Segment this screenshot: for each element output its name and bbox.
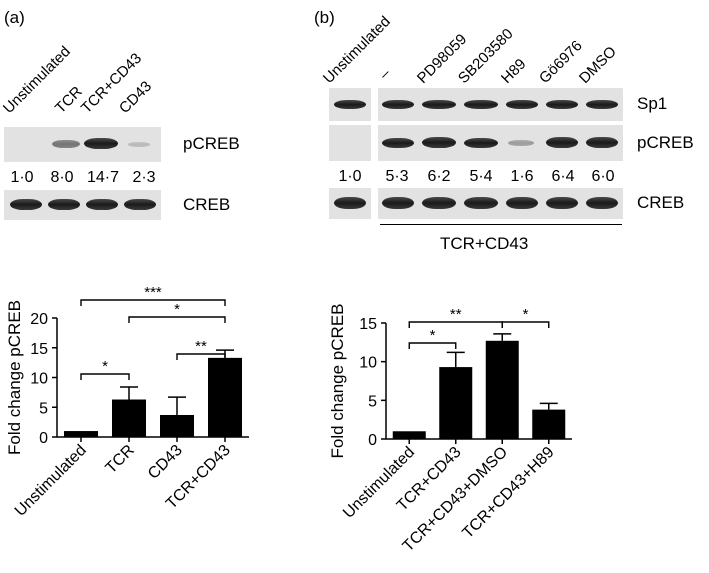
lane-label-b-4: H89 bbox=[497, 55, 530, 87]
band bbox=[48, 199, 80, 210]
treatment-label: TCR+CD43 bbox=[440, 234, 529, 253]
row-label-b-sp1: Sp1 bbox=[637, 94, 668, 113]
band bbox=[508, 140, 534, 146]
significance-bracket bbox=[408, 342, 457, 349]
band bbox=[10, 199, 42, 210]
panel-a-label: (a) bbox=[4, 8, 25, 27]
bar bbox=[160, 414, 194, 437]
bar bbox=[112, 399, 146, 437]
row-label-a-pcreb: pCREB bbox=[183, 134, 240, 153]
quant-b-3: 5·4 bbox=[469, 168, 493, 185]
bar-chart-b: Fold change pCREB 051015UnstimulatedTCR+C… bbox=[328, 304, 572, 555]
y-axis-label: Fold change pCREB bbox=[328, 304, 347, 459]
band bbox=[422, 137, 456, 148]
band bbox=[506, 197, 538, 209]
blot-b-creb-unstim bbox=[329, 188, 371, 219]
band bbox=[334, 197, 366, 209]
significance-bracket bbox=[128, 316, 226, 323]
quant-b-4: 1·6 bbox=[510, 168, 534, 185]
y-axis-label: Fold change pCREB bbox=[5, 300, 24, 455]
quant-a-0: 1·0 bbox=[10, 169, 34, 186]
band bbox=[464, 100, 498, 109]
quant-a-1: 8·0 bbox=[50, 169, 74, 186]
significance-label: ** bbox=[450, 306, 462, 323]
significance-label: *** bbox=[144, 284, 162, 301]
significance-label: * bbox=[523, 306, 529, 323]
y-tick-label: 10 bbox=[30, 371, 48, 388]
band bbox=[464, 197, 498, 209]
significance-bracket bbox=[80, 299, 226, 306]
band bbox=[586, 137, 618, 148]
significance-label: * bbox=[430, 327, 436, 344]
y-tick-label: 10 bbox=[359, 355, 377, 372]
bar bbox=[439, 367, 473, 439]
panel-b-label: (b) bbox=[314, 8, 335, 27]
bar bbox=[392, 431, 426, 439]
lane-label-a-1: TCR bbox=[51, 83, 86, 117]
band bbox=[382, 138, 414, 148]
band bbox=[464, 138, 498, 148]
band bbox=[546, 197, 578, 209]
significance-bracket bbox=[80, 373, 130, 380]
band bbox=[422, 197, 456, 209]
row-label-a-creb: CREB bbox=[183, 195, 231, 214]
bar bbox=[64, 431, 98, 437]
band bbox=[84, 138, 118, 149]
quant-b-2: 6·2 bbox=[427, 168, 451, 185]
row-label-b-pcreb: pCREB bbox=[637, 133, 694, 152]
row-label-b-creb: CREB bbox=[637, 193, 685, 212]
band bbox=[128, 142, 150, 147]
band bbox=[546, 100, 578, 109]
band bbox=[586, 197, 618, 209]
quant-b-1: 5·3 bbox=[385, 168, 409, 185]
band bbox=[334, 100, 366, 109]
significance-bracket bbox=[176, 353, 226, 360]
band bbox=[586, 100, 618, 109]
blot-b-sp1-unstim bbox=[329, 88, 371, 121]
band bbox=[52, 140, 80, 148]
bar bbox=[208, 357, 242, 437]
significance-bracket bbox=[501, 321, 550, 328]
blot-b-pcreb-unstim bbox=[329, 125, 371, 161]
quant-b-5: 6·4 bbox=[551, 168, 575, 185]
band bbox=[546, 137, 578, 148]
significance-label: * bbox=[174, 301, 180, 318]
band bbox=[506, 100, 538, 109]
x-tick-label: TCR bbox=[103, 442, 138, 477]
y-tick-label: 0 bbox=[368, 432, 377, 449]
lane-label-b-1: – bbox=[375, 65, 394, 83]
band bbox=[382, 197, 414, 209]
blot-b-pcreb bbox=[378, 125, 623, 161]
y-tick-label: 5 bbox=[39, 400, 48, 417]
quant-a-3: 2·3 bbox=[132, 169, 156, 186]
significance-label: ** bbox=[195, 338, 207, 355]
blot-b-creb bbox=[378, 188, 623, 219]
band bbox=[422, 100, 456, 109]
treatment-bracket-line bbox=[380, 224, 622, 225]
y-tick-label: 20 bbox=[30, 311, 48, 328]
bar bbox=[532, 409, 566, 439]
y-tick-label: 15 bbox=[30, 341, 48, 358]
y-tick-label: 0 bbox=[39, 430, 48, 447]
blot-a-pcreb bbox=[4, 127, 161, 162]
band bbox=[86, 199, 118, 210]
quant-a-2: 14·7 bbox=[86, 169, 120, 186]
band bbox=[124, 199, 156, 210]
band bbox=[382, 100, 414, 109]
quant-b-6: 6·0 bbox=[591, 168, 615, 185]
bar bbox=[485, 340, 519, 439]
x-tick-label: CD43 bbox=[145, 442, 186, 483]
x-tick-label: TCR+CD43+H89 bbox=[459, 444, 557, 542]
lane-label-b-5: Gö6976 bbox=[535, 37, 586, 87]
y-tick-label: 5 bbox=[368, 393, 377, 410]
blot-a-creb bbox=[4, 190, 161, 220]
blot-b-sp1 bbox=[378, 88, 623, 121]
quant-b-0: 1·0 bbox=[338, 168, 362, 185]
y-tick-label: 15 bbox=[359, 316, 377, 333]
significance-label: * bbox=[102, 358, 108, 375]
